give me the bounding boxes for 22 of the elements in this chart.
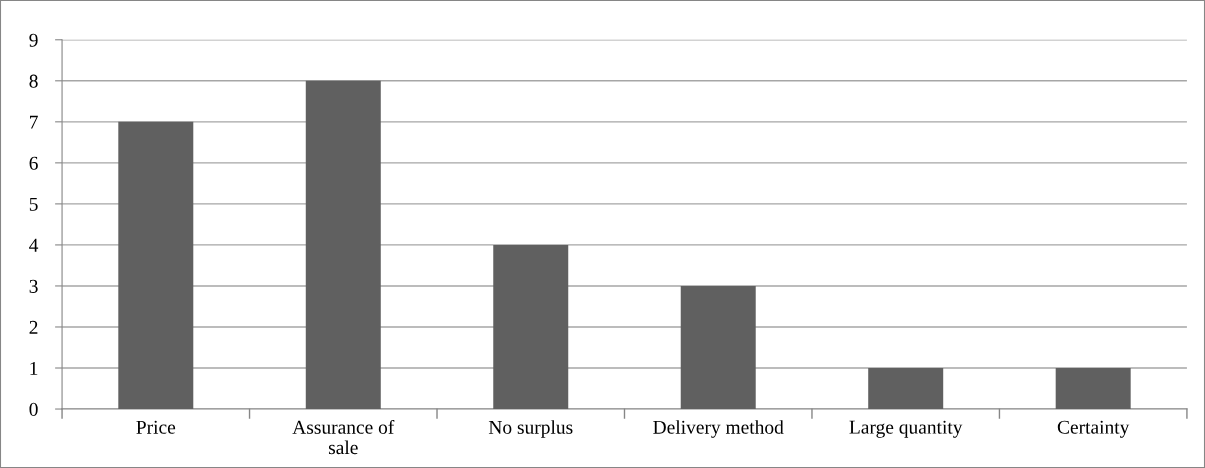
y-tick-label: 1: [30, 361, 38, 375]
y-tick-label: 5: [29, 197, 38, 211]
x-tick-label: No surplus: [488, 420, 573, 438]
x-tick-label: Large quantity: [849, 420, 963, 438]
x-tick-label: Delivery method: [653, 420, 784, 438]
x-tick-label: Certainty: [1057, 420, 1130, 438]
x-tick-label: Assurance of sale: [292, 419, 395, 455]
x-tick-label: Price: [136, 420, 176, 434]
y-tick-label: 3: [29, 279, 38, 293]
bar: [305, 80, 381, 410]
bar: [493, 244, 569, 410]
y-tick-label: 0: [29, 402, 38, 416]
y-tick-label: 2: [29, 320, 38, 334]
y-tick-label: 9: [29, 33, 38, 47]
bar: [118, 121, 194, 410]
bar: [868, 368, 944, 410]
y-tick-label: 8: [29, 74, 38, 88]
y-tick-label: 4: [29, 238, 39, 252]
y-tick-label: 7: [30, 115, 38, 129]
bar: [680, 285, 756, 410]
y-tick-label: 6: [29, 156, 38, 170]
bar: [1055, 368, 1131, 410]
